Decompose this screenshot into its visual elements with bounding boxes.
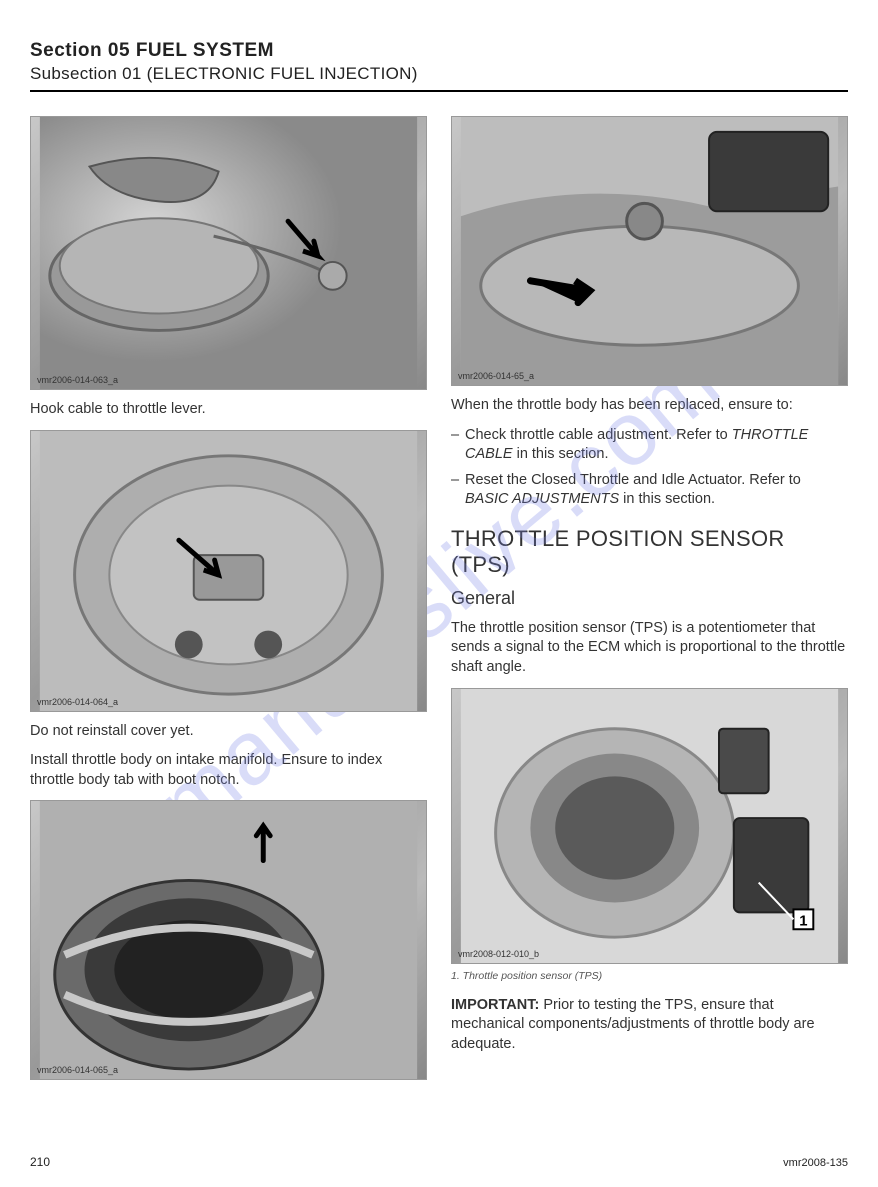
figure-caption: vmr2006-014-065_a [37,1065,118,1075]
bullet-item: – Reset the Closed Throttle and Idle Act… [451,471,848,510]
important-label: IMPORTANT: [451,997,539,1013]
photo-placeholder-icon [31,431,426,711]
body-text: The throttle position sensor (TPS) is a … [451,619,848,678]
subheading-general: General [451,588,848,609]
body-text: Do not reinstall cover yet. [30,722,427,742]
important-note: IMPORTANT: Prior to testing the TPS, ens… [451,996,848,1055]
doc-reference: vmr2008-135 [783,1157,848,1169]
bullet-dash-icon: – [451,471,465,510]
heading-tps: THROTTLE POSITION SENSOR (TPS) [451,526,848,578]
figure-caption: vmr2006-014-65_a [458,371,534,381]
svg-text:1: 1 [799,913,807,929]
page-header: Section 05 FUEL SYSTEM Subsection 01 (EL… [30,40,848,92]
figure-tps-sensor: 1 vmr2008-012-010_b [451,688,848,964]
bullet-dash-icon: – [451,426,465,465]
body-text: Install throttle body on intake manifold… [30,751,427,790]
photo-placeholder-icon: 1 [452,689,847,963]
bullet-text: Reset the Closed Throttle and Idle Actua… [465,471,848,510]
body-text: When the throttle body has been replaced… [451,396,848,416]
figure-throttle-body-replaced: vmr2006-014-65_a [451,116,848,386]
text-span: in this section. [513,446,609,462]
bullet-item: – Check throttle cable adjustment. Refer… [451,426,848,465]
bullet-text: Check throttle cable adjustment. Refer t… [465,426,848,465]
photo-placeholder-icon [31,801,426,1079]
figure-caption: vmr2008-012-010_b [458,949,539,959]
page-number: 210 [30,1155,50,1169]
text-span: Reset the Closed Throttle and Idle Actua… [465,472,801,488]
figure-caption: vmr2006-014-064_a [37,697,118,707]
content-columns: vmr2006-014-063_a Hook cable to throttle… [30,116,848,1080]
figure-intake-boot: vmr2006-014-065_a [30,800,427,1080]
left-column: vmr2006-014-063_a Hook cable to throttle… [30,116,427,1080]
figure-caption: vmr2006-014-063_a [37,375,118,385]
body-text: Hook cable to throttle lever. [30,400,427,420]
photo-placeholder-icon [31,117,426,389]
figure-throttle-cable-hook: vmr2006-014-063_a [30,116,427,390]
subsection-title: Subsection 01 (ELECTRONIC FUEL INJECTION… [30,64,848,84]
section-title: Section 05 FUEL SYSTEM [30,40,848,62]
reference-italic: BASIC ADJUSTMENTS [465,491,619,507]
figure-throttle-lever-top: vmr2006-014-064_a [30,430,427,712]
right-column: vmr2006-014-65_a When the throttle body … [451,116,848,1080]
text-span: in this section. [619,491,715,507]
photo-placeholder-icon [452,117,847,385]
figure-label: 1. Throttle position sensor (TPS) [451,970,848,982]
text-span: Check throttle cable adjustment. Refer t… [465,427,732,443]
